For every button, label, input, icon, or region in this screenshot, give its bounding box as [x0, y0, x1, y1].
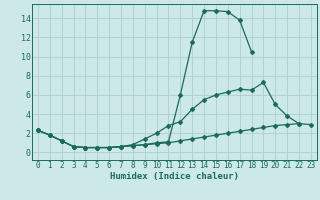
X-axis label: Humidex (Indice chaleur): Humidex (Indice chaleur): [110, 172, 239, 181]
